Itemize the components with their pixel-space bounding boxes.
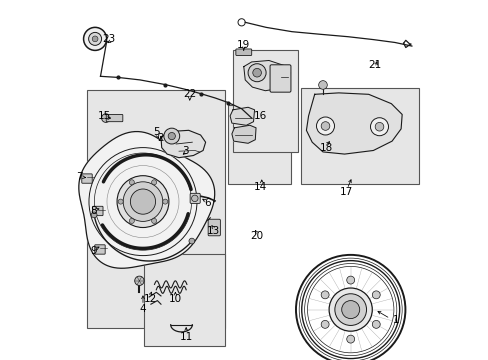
Text: 2: 2 (157, 132, 164, 143)
FancyBboxPatch shape (232, 50, 297, 152)
Text: 5: 5 (153, 127, 159, 137)
Circle shape (374, 122, 383, 131)
FancyBboxPatch shape (301, 88, 418, 184)
Polygon shape (244, 60, 290, 91)
Circle shape (371, 291, 380, 299)
Text: 1: 1 (391, 315, 398, 325)
Text: 18: 18 (319, 143, 332, 153)
Text: 21: 21 (367, 60, 381, 70)
Text: 17: 17 (339, 186, 352, 197)
Circle shape (91, 212, 97, 218)
Text: 13: 13 (207, 226, 220, 236)
Text: 6: 6 (204, 198, 211, 208)
Circle shape (191, 195, 198, 202)
Circle shape (163, 128, 179, 144)
Circle shape (188, 238, 194, 244)
Circle shape (321, 291, 328, 299)
Polygon shape (230, 107, 254, 125)
Circle shape (247, 64, 265, 82)
Circle shape (163, 199, 167, 204)
Circle shape (341, 301, 359, 319)
FancyBboxPatch shape (228, 105, 291, 184)
FancyBboxPatch shape (144, 254, 224, 346)
Circle shape (129, 219, 134, 224)
Circle shape (334, 294, 366, 325)
Circle shape (102, 114, 110, 122)
Text: 3: 3 (182, 146, 188, 156)
Text: 7: 7 (76, 172, 83, 182)
Text: 8: 8 (90, 206, 97, 216)
FancyBboxPatch shape (190, 193, 200, 203)
FancyBboxPatch shape (81, 174, 92, 183)
FancyBboxPatch shape (87, 90, 224, 328)
FancyBboxPatch shape (95, 245, 105, 254)
Circle shape (83, 27, 106, 50)
Polygon shape (306, 93, 401, 154)
Text: 16: 16 (254, 111, 267, 121)
Circle shape (118, 199, 123, 204)
Circle shape (151, 219, 156, 224)
Circle shape (92, 36, 98, 42)
Circle shape (252, 68, 261, 77)
Text: 4: 4 (140, 303, 146, 314)
Circle shape (117, 176, 168, 228)
Circle shape (346, 276, 354, 284)
Text: 14: 14 (254, 182, 267, 192)
Circle shape (123, 182, 163, 221)
Circle shape (88, 32, 102, 45)
Circle shape (321, 320, 328, 328)
Text: 20: 20 (250, 231, 263, 241)
Circle shape (328, 288, 371, 331)
Text: 9: 9 (90, 246, 97, 256)
Text: 11: 11 (179, 332, 192, 342)
Circle shape (321, 122, 329, 130)
Text: 22: 22 (183, 89, 196, 99)
Circle shape (168, 132, 175, 140)
Polygon shape (231, 125, 256, 143)
Polygon shape (161, 130, 205, 158)
Text: 23: 23 (102, 33, 115, 44)
Circle shape (318, 81, 326, 89)
FancyBboxPatch shape (92, 206, 103, 216)
FancyBboxPatch shape (269, 65, 290, 92)
Text: 12: 12 (143, 294, 157, 304)
FancyBboxPatch shape (208, 219, 220, 236)
Circle shape (346, 335, 354, 343)
Circle shape (370, 118, 387, 136)
Polygon shape (79, 131, 214, 268)
Circle shape (151, 180, 156, 185)
Circle shape (129, 180, 134, 185)
Circle shape (130, 189, 155, 214)
Text: 10: 10 (168, 294, 182, 304)
Circle shape (371, 320, 380, 328)
Text: 19: 19 (237, 40, 250, 50)
Text: 15: 15 (98, 111, 111, 121)
Circle shape (134, 276, 144, 285)
Circle shape (316, 117, 334, 135)
FancyBboxPatch shape (235, 49, 251, 55)
FancyBboxPatch shape (106, 114, 122, 122)
